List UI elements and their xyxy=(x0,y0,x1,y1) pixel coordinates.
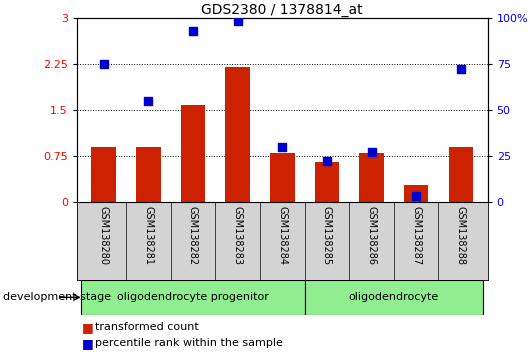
Text: oligodendrocyte progenitor: oligodendrocyte progenitor xyxy=(117,292,269,302)
Bar xyxy=(404,185,428,202)
Point xyxy=(233,18,242,24)
Text: GSM138282: GSM138282 xyxy=(188,206,198,265)
Text: GSM138283: GSM138283 xyxy=(233,206,243,265)
Point xyxy=(189,28,197,33)
Text: GSM138280: GSM138280 xyxy=(99,206,109,265)
Point xyxy=(323,159,331,164)
Text: GSM138281: GSM138281 xyxy=(143,206,153,265)
Text: percentile rank within the sample: percentile rank within the sample xyxy=(95,338,283,348)
Bar xyxy=(359,153,384,202)
Text: transformed count: transformed count xyxy=(95,322,199,332)
Text: GSM138286: GSM138286 xyxy=(367,206,376,265)
Text: ■: ■ xyxy=(82,321,94,334)
Point xyxy=(144,98,153,103)
Text: development stage: development stage xyxy=(3,292,111,302)
Text: ■: ■ xyxy=(82,337,94,350)
Point xyxy=(100,61,108,67)
Point xyxy=(456,67,465,72)
Bar xyxy=(225,67,250,202)
Text: GSM138284: GSM138284 xyxy=(277,206,287,265)
Bar xyxy=(270,153,295,202)
Point xyxy=(278,144,287,149)
Title: GDS2380 / 1378814_at: GDS2380 / 1378814_at xyxy=(201,3,363,17)
Text: GSM138285: GSM138285 xyxy=(322,206,332,265)
Text: GSM138288: GSM138288 xyxy=(456,206,466,265)
Bar xyxy=(81,280,305,315)
Bar xyxy=(91,147,116,202)
Text: oligodendrocyte: oligodendrocyte xyxy=(349,292,439,302)
Bar xyxy=(448,147,473,202)
Point xyxy=(367,149,376,155)
Point xyxy=(412,193,420,199)
Text: GSM138287: GSM138287 xyxy=(411,206,421,265)
Bar xyxy=(315,162,339,202)
Bar xyxy=(136,147,161,202)
Bar xyxy=(181,105,205,202)
Bar xyxy=(305,280,483,315)
